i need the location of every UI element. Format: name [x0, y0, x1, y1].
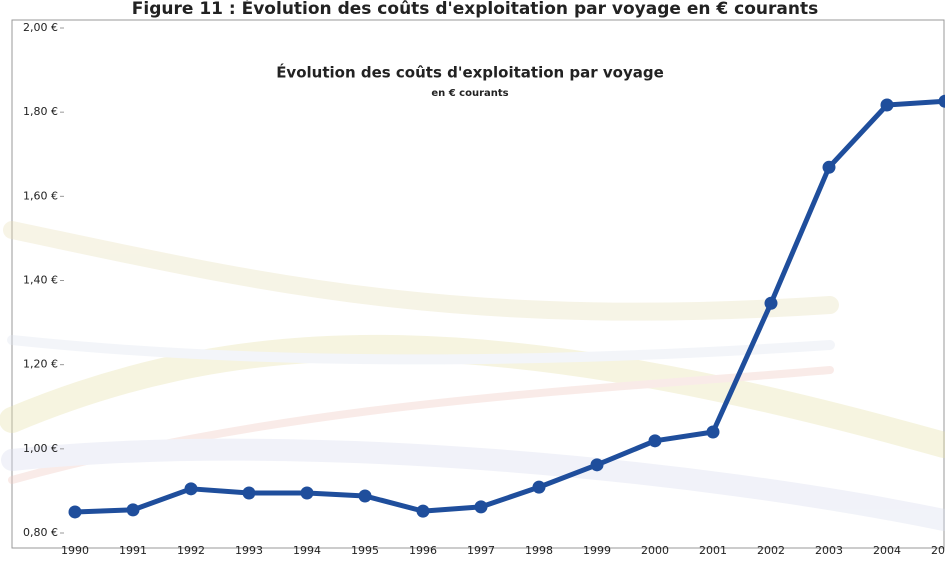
x-tick-label: 2000 [641, 544, 669, 557]
y-tick-label: 1,20 € [23, 358, 58, 371]
chart-subtitle: en € courants [431, 88, 508, 99]
point [764, 296, 778, 310]
y-tick-label: 2,00 € [23, 21, 58, 34]
point [126, 503, 140, 517]
point [358, 489, 372, 503]
chart-frame [11, 19, 945, 549]
x-tick-label: 2003 [815, 544, 843, 557]
x-tick-label: 1990 [61, 544, 89, 557]
point [416, 504, 430, 518]
y-tick-label: 1,00 € [23, 442, 58, 455]
x-tick-label: 1999 [583, 544, 611, 557]
point [590, 458, 604, 472]
line [74, 98, 945, 515]
point [68, 505, 82, 519]
point [706, 425, 720, 439]
y-tick-label: 1,80 € [23, 105, 58, 118]
y-tick-label: 0,80 € [23, 526, 58, 539]
x-tick-label: 1994 [293, 544, 321, 557]
x-tick-label: 1997 [467, 544, 495, 557]
point [880, 98, 894, 112]
background-swooshes [0, 221, 945, 531]
point [532, 480, 546, 494]
x-tick-label: 1995 [351, 544, 379, 557]
x-tick-label: 2001 [699, 544, 727, 557]
x-tick-label: 2004 [873, 544, 901, 557]
x-tick-label: 2005 [931, 544, 945, 557]
point [300, 486, 314, 500]
point [938, 94, 945, 108]
point [184, 482, 198, 496]
point [242, 486, 256, 500]
point [648, 434, 662, 448]
x-tick-label: 1998 [525, 544, 553, 557]
point [822, 160, 836, 174]
x-tick-label: 1993 [235, 544, 263, 557]
chart-title: Évolution des coûts d'exploitation par v… [276, 63, 664, 82]
x-tick-label: 2002 [757, 544, 785, 557]
y-tick-label: 1,60 € [23, 189, 58, 202]
x-tick-label: 1992 [177, 544, 205, 557]
figure-caption: Figure 11 : Évolution des coûts d'exploi… [132, 0, 818, 19]
y-tick-label: 1,40 € [23, 274, 58, 287]
point [474, 500, 488, 514]
x-tick-label: 1996 [409, 544, 437, 557]
x-tick-label: 1991 [119, 544, 147, 557]
